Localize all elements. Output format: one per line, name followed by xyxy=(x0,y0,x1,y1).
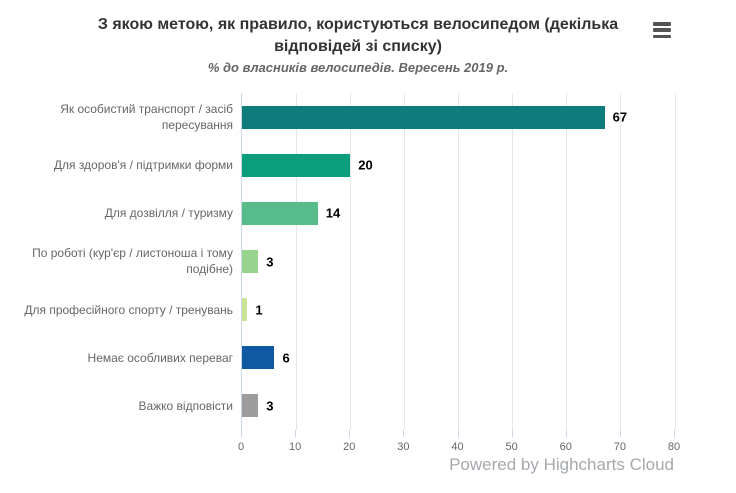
hamburger-menu-icon xyxy=(653,28,671,32)
bar-2[interactable] xyxy=(242,153,351,177)
x-axis-label: 0 xyxy=(237,441,245,453)
highcharts-credits-link[interactable]: Powered by Highcharts Cloud xyxy=(449,455,674,474)
axis-tick xyxy=(565,430,567,437)
x-axis-label: 70 xyxy=(613,441,626,453)
x-axis-label: 30 xyxy=(397,441,410,453)
category-label: По роботі (кур'єр / листоноша і тому под… xyxy=(32,246,233,277)
category-label: Як особистий транспорт / засіб пересуван… xyxy=(60,102,233,133)
bar-value-label: 67 xyxy=(612,109,628,125)
bar-value-label: 3 xyxy=(266,254,274,269)
grid-line xyxy=(566,93,568,430)
axis-tick xyxy=(241,430,242,437)
bar-value-label: 1 xyxy=(255,302,263,318)
category-label: Немає особливих переваг xyxy=(87,350,233,365)
bar-3[interactable] xyxy=(242,201,318,225)
bar-4[interactable] xyxy=(242,250,259,273)
grid-line xyxy=(403,93,405,430)
hamburger-menu-icon xyxy=(653,22,671,26)
grid-line xyxy=(674,93,676,430)
axis-tick xyxy=(403,430,405,437)
x-axis-label: 40 xyxy=(451,441,464,453)
category-label: Для здоров'я / підтримки форми xyxy=(53,158,233,173)
hamburger-menu-icon xyxy=(653,34,671,38)
grid-line xyxy=(620,93,622,430)
axis-tick xyxy=(457,430,459,437)
bar-5[interactable] xyxy=(242,298,248,322)
grid-line xyxy=(349,93,351,430)
x-axis-label: 60 xyxy=(559,441,572,453)
category-label: Для професійного спорту / тренувань xyxy=(24,302,233,317)
bar-7[interactable] xyxy=(242,394,259,418)
axis-tick xyxy=(674,430,675,437)
x-axis-label: 80 xyxy=(667,441,681,453)
chart-subtitle: % до власників велосипедів. Вересень 201… xyxy=(207,60,509,75)
bar-value-label: 20 xyxy=(358,157,373,173)
bar-value-label: 14 xyxy=(325,205,341,221)
bar-1[interactable] xyxy=(242,105,605,129)
bar-value-label: 3 xyxy=(266,398,274,414)
axis-tick xyxy=(349,430,351,437)
plot-area: 67 20 14 3 1 6 3 xyxy=(241,93,676,430)
axis-tick xyxy=(511,430,513,437)
x-axis-label: 20 xyxy=(343,441,356,453)
category-label: Для дозвілля / туризму xyxy=(104,206,233,221)
category-label: Важко відповісти xyxy=(138,398,233,413)
bar-6[interactable] xyxy=(242,346,275,370)
axis-tick xyxy=(619,430,621,437)
x-axis-label: 50 xyxy=(505,441,518,453)
chart-title: З якою метою, як правило, користуються в… xyxy=(97,16,619,55)
grid-line xyxy=(295,93,297,430)
hamburger-menu-button[interactable] xyxy=(650,19,674,41)
category-axis-labels: Як особистий транспорт / засіб пересуван… xyxy=(0,93,233,430)
grid-line xyxy=(512,93,514,430)
bar-value-label: 6 xyxy=(282,350,290,366)
x-axis-label: 10 xyxy=(289,441,302,453)
axis-tick xyxy=(295,430,297,437)
grid-line xyxy=(458,93,459,430)
